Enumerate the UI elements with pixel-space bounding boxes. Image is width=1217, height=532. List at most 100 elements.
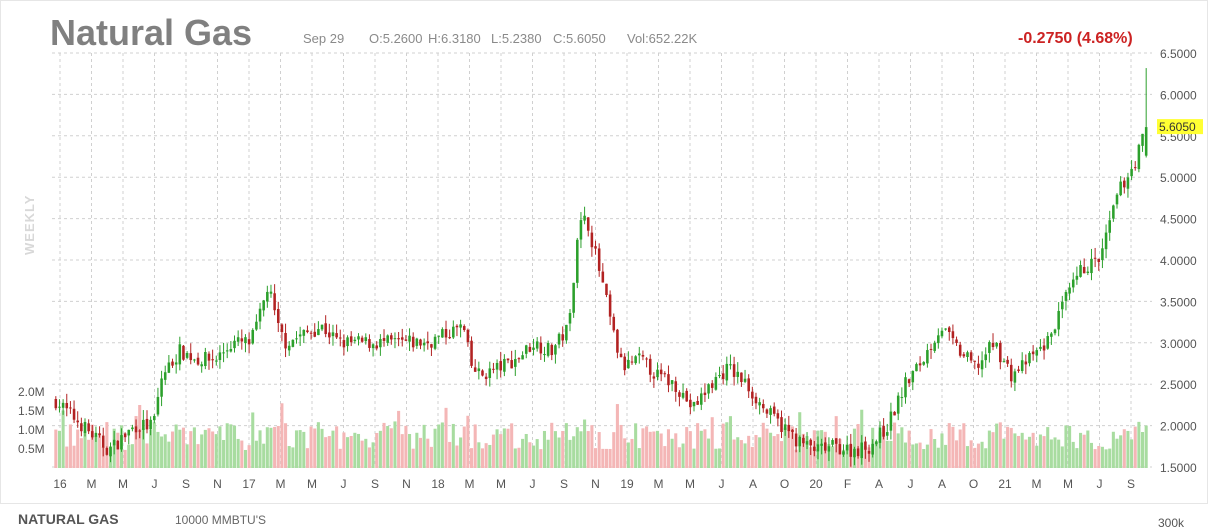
volume-bar — [885, 440, 889, 468]
volume-bar — [575, 427, 579, 468]
volume-bar — [232, 425, 237, 468]
low-readout: L:5.2380 — [491, 31, 542, 46]
volume-bar — [750, 446, 754, 468]
candle-body — [532, 347, 535, 350]
candle-body — [211, 359, 214, 361]
candle-body — [904, 377, 907, 398]
candle-body — [163, 372, 167, 380]
volume-bar — [743, 443, 747, 468]
candle-body — [583, 215, 586, 221]
candle-body — [61, 402, 65, 408]
volume-bar — [783, 427, 787, 468]
candle-body — [149, 419, 152, 430]
y-tick-label: 2.5000 — [1160, 378, 1197, 392]
volume-bar — [382, 422, 386, 468]
candle-body — [940, 330, 944, 337]
candle-body — [466, 329, 470, 343]
candle-body — [193, 359, 196, 361]
volume-bar — [535, 439, 539, 468]
candle-body — [875, 441, 878, 445]
x-tick-label: J — [1097, 477, 1103, 491]
candle-body — [408, 335, 411, 342]
volume-bar — [90, 424, 94, 468]
volume-bar — [1064, 425, 1068, 468]
volume-bar — [637, 448, 641, 468]
volume-bar — [298, 430, 302, 468]
high-readout: H:6.3180 — [428, 31, 481, 46]
grid-lines — [52, 52, 1152, 468]
volume-bar — [714, 448, 718, 468]
candle-body — [984, 354, 987, 361]
candle-body — [787, 424, 791, 432]
candle-body — [1017, 369, 1020, 371]
candle-body — [1061, 301, 1064, 310]
volume-bar — [1115, 438, 1119, 468]
volume-bar — [262, 443, 266, 468]
volume-bar — [192, 427, 196, 468]
x-tick-label: A — [749, 477, 757, 491]
candle-body — [65, 402, 69, 409]
candle-body — [601, 271, 605, 283]
candle-body — [58, 406, 61, 408]
volume-bar — [1009, 427, 1013, 468]
candle-body — [386, 335, 389, 343]
candle-body — [535, 341, 539, 349]
candle-body — [586, 217, 590, 231]
volume-bar — [688, 431, 692, 468]
volume-bar — [480, 448, 485, 468]
candle-body — [353, 339, 357, 342]
candle-body — [827, 446, 831, 452]
volume-bar — [590, 425, 594, 468]
candle-body — [670, 380, 674, 384]
candle-body — [444, 329, 448, 338]
volume-bar — [342, 432, 346, 468]
x-tick-label: J — [152, 477, 158, 491]
candle-body — [882, 425, 885, 437]
volume-bar — [521, 438, 525, 468]
candle-body — [546, 342, 550, 356]
volume-bar — [200, 434, 204, 468]
x-tick-label: J — [908, 477, 914, 491]
x-tick-label: M — [118, 477, 128, 491]
candle-body — [123, 433, 127, 438]
candle-body — [313, 331, 317, 337]
volume-bar — [513, 448, 517, 468]
volume-bar — [189, 431, 193, 468]
volume-bar — [473, 424, 477, 468]
candle-body — [714, 376, 718, 390]
candle-body — [244, 337, 247, 344]
volume-bar — [1006, 426, 1010, 468]
candle-body — [174, 362, 178, 365]
volume-bar — [152, 422, 156, 468]
volume-bar — [276, 425, 280, 468]
volume-bar — [874, 442, 878, 468]
volume-bar — [779, 441, 784, 468]
candle-body — [324, 323, 327, 335]
volume-bar — [761, 422, 765, 468]
candle-body — [131, 427, 134, 430]
candle-body — [390, 335, 393, 340]
volume-bar — [564, 423, 568, 468]
candle-body — [266, 291, 269, 302]
candle-body — [1046, 336, 1049, 349]
volume-bar — [57, 430, 62, 468]
candle-body — [995, 342, 998, 347]
candle-body — [576, 239, 579, 283]
volume-bar — [105, 422, 109, 468]
candle-body — [907, 379, 911, 384]
y-axis: 6.50006.00005.50005.00004.50004.00003.50… — [1160, 47, 1197, 475]
volume-bar — [583, 419, 587, 468]
volume-bar — [1119, 435, 1123, 468]
volume-bar — [747, 435, 751, 468]
volume-bar — [1140, 431, 1145, 468]
candle-body — [76, 420, 79, 423]
candle-body — [1013, 371, 1017, 383]
candle-body — [1137, 144, 1141, 170]
volume-bar — [273, 426, 277, 468]
candle-body — [1130, 168, 1133, 177]
volume-bar — [696, 423, 700, 468]
candle-body — [703, 392, 707, 396]
volume-bar — [586, 431, 590, 468]
volume-bar — [754, 435, 758, 468]
